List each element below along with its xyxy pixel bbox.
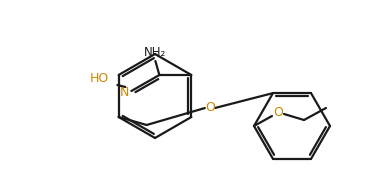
Text: N: N (120, 85, 129, 98)
Text: NH₂: NH₂ (144, 46, 167, 60)
Text: O: O (273, 105, 283, 118)
Text: O: O (205, 101, 215, 113)
Text: HO: HO (90, 73, 109, 85)
